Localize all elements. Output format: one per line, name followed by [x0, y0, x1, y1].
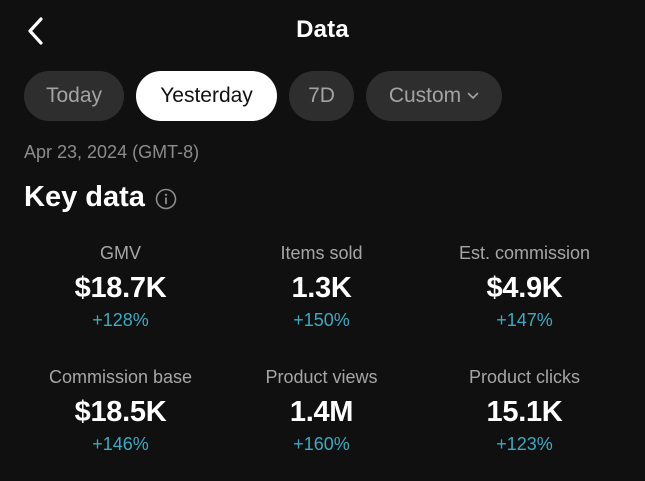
info-icon[interactable]: [155, 188, 177, 210]
metric-label: Est. commission: [458, 243, 591, 263]
key-data-heading: Key data: [24, 181, 177, 214]
metric-value: 15.1K: [486, 396, 563, 428]
metric-change: +123%: [496, 434, 553, 454]
tab-yesterday-label: Yesterday: [160, 84, 253, 107]
metric-est-commission[interactable]: Est. commission $4.9K +147%: [424, 240, 625, 332]
back-button[interactable]: [20, 14, 50, 48]
header-bar: Data: [0, 0, 645, 62]
metric-change: +160%: [293, 434, 350, 454]
key-data-title: Key data: [24, 181, 145, 213]
metric-label: Commission base: [48, 367, 193, 387]
metric-items-sold[interactable]: Items sold 1.3K +150%: [221, 240, 422, 332]
tab-custom-label: Custom: [388, 84, 462, 107]
tab-today-label: Today: [45, 84, 103, 107]
metric-value: 1.3K: [291, 272, 352, 304]
metric-value: 1.4M: [289, 396, 354, 428]
metric-value: $18.5K: [74, 396, 167, 428]
chevron-left-icon: [28, 17, 43, 45]
metric-label: Items sold: [280, 243, 363, 263]
chevron-down-icon: [467, 92, 479, 99]
metric-change: +146%: [92, 434, 149, 454]
metric-change: +147%: [496, 310, 553, 330]
metric-value: $18.7K: [74, 272, 167, 304]
date-range-tabs: Today Yesterday 7D Custom: [24, 71, 502, 121]
page-title: Data: [296, 16, 349, 43]
metric-product-clicks[interactable]: Product clicks 15.1K +123%: [424, 364, 625, 456]
tab-yesterday[interactable]: Yesterday: [136, 71, 277, 121]
tab-custom[interactable]: Custom: [366, 71, 502, 121]
metric-label: Product views: [265, 367, 378, 387]
date-label: Apr 23, 2024 (GMT-8): [24, 142, 200, 162]
metric-change: +150%: [293, 310, 350, 330]
metric-label: Product clicks: [468, 367, 581, 387]
tab-7d[interactable]: 7D: [289, 71, 354, 121]
metric-commission-base[interactable]: Commission base $18.5K +146%: [20, 364, 221, 456]
metric-change: +128%: [92, 310, 149, 330]
metric-value: $4.9K: [486, 272, 563, 304]
metric-gmv[interactable]: GMV $18.7K +128%: [20, 240, 221, 332]
tab-today[interactable]: Today: [24, 71, 124, 121]
tab-7d-label: 7D: [308, 84, 335, 107]
metric-product-views[interactable]: Product views 1.4M +160%: [221, 364, 422, 456]
metric-label: GMV: [99, 243, 141, 263]
